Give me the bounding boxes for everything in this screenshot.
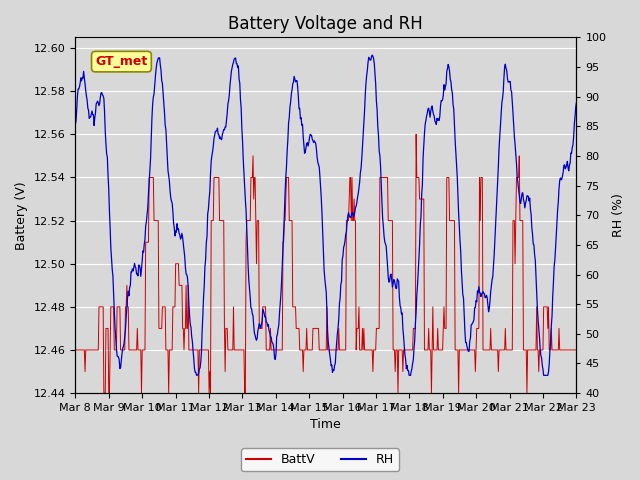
RH bbox=[183, 272, 191, 277]
BattV bbox=[412, 132, 420, 137]
Legend: BattV, RH: BattV, RH bbox=[241, 448, 399, 471]
BattV bbox=[210, 175, 218, 180]
BattV bbox=[387, 218, 395, 224]
BattV bbox=[81, 347, 88, 353]
Y-axis label: Battery (V): Battery (V) bbox=[15, 181, 28, 250]
RH bbox=[573, 100, 580, 106]
RH bbox=[405, 372, 413, 378]
Line: BattV: BattV bbox=[76, 134, 577, 393]
RH bbox=[209, 144, 217, 149]
RH bbox=[72, 122, 79, 128]
RH bbox=[81, 75, 88, 81]
RH bbox=[402, 357, 410, 362]
BattV bbox=[100, 390, 108, 396]
Line: RH: RH bbox=[76, 55, 577, 375]
Text: GT_met: GT_met bbox=[95, 55, 148, 68]
BattV bbox=[402, 347, 410, 353]
Y-axis label: RH (%): RH (%) bbox=[612, 193, 625, 237]
BattV bbox=[184, 325, 191, 331]
RH bbox=[132, 265, 140, 271]
RH bbox=[369, 52, 376, 58]
BattV bbox=[573, 347, 580, 353]
RH bbox=[387, 271, 395, 277]
Title: Battery Voltage and RH: Battery Voltage and RH bbox=[228, 15, 423, 33]
X-axis label: Time: Time bbox=[310, 419, 341, 432]
BattV bbox=[132, 347, 140, 353]
BattV bbox=[72, 347, 79, 353]
